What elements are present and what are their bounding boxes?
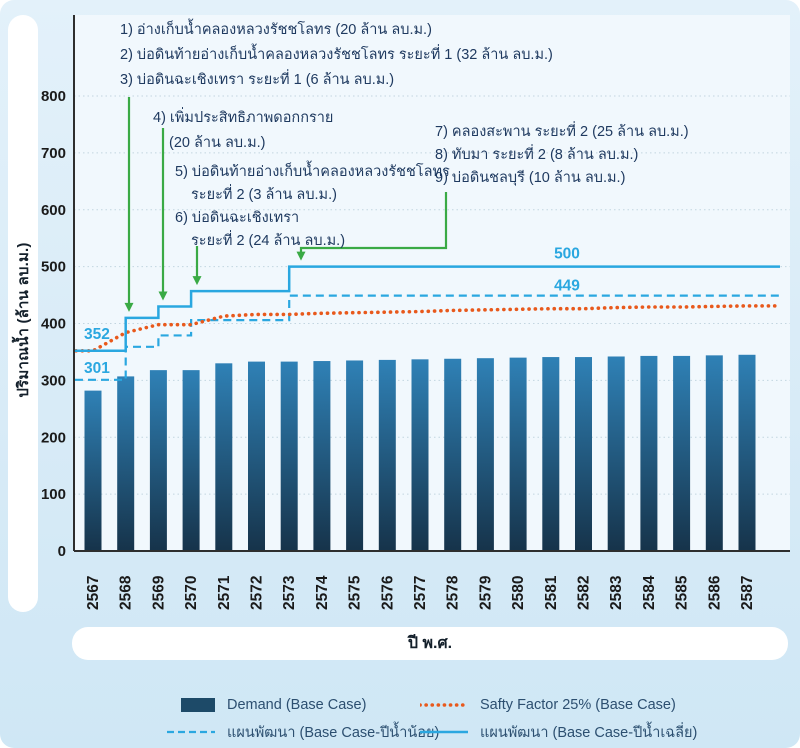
plan-dry-line <box>75 294 780 381</box>
arrow-head-icon <box>296 251 306 261</box>
value-label: 352 <box>84 326 110 343</box>
legend: Demand (Base Case) Safty Factor 25% (Base… <box>0 685 800 745</box>
x-tick-label: 2573 <box>281 575 298 610</box>
x-tick-label: 2570 <box>183 576 200 610</box>
x-tick-label: 2584 <box>641 575 658 610</box>
safety-factor-line <box>74 304 780 353</box>
y-tick-label: 200 <box>41 429 66 446</box>
demand-bar <box>738 354 756 551</box>
demand-bar <box>182 370 200 551</box>
legend-swatch-bar-icon <box>165 698 215 712</box>
plan-avg-line <box>75 265 780 353</box>
demand-bar <box>84 390 102 551</box>
y-tick-label: 500 <box>41 259 66 276</box>
y-axis-pill <box>8 15 38 612</box>
demand-bar <box>117 376 135 551</box>
demand-bar <box>215 363 233 551</box>
x-tick-label: 2581 <box>543 575 560 610</box>
legend-label: แผนพัฒนา (Base Case-ปีน้ำน้อย) <box>227 724 440 741</box>
demand-bar <box>444 358 462 551</box>
legend-label: Safty Factor 25% (Base Case) <box>480 697 676 713</box>
demand-bar <box>607 356 625 551</box>
value-label: 301 <box>84 360 110 377</box>
y-tick-label: 100 <box>41 486 66 503</box>
y-tick-label: 400 <box>41 316 66 333</box>
demand-bar <box>280 361 298 551</box>
y-tick-label: 700 <box>41 145 66 162</box>
demand-bar <box>411 359 429 551</box>
y-tick-label: 600 <box>41 202 66 219</box>
x-tick-label: 2578 <box>445 575 462 610</box>
legend-swatch-dotted-icon <box>418 695 468 715</box>
demand-bar <box>313 361 331 551</box>
x-tick-label: 2582 <box>576 576 593 610</box>
legend-label: Demand (Base Case) <box>227 697 367 713</box>
y-tick-label: 800 <box>41 88 66 105</box>
x-axis-pill: ปี พ.ศ. <box>72 627 788 660</box>
legend-item: แผนพัฒนา (Base Case-ปีน้ำน้อย) <box>165 722 439 742</box>
y-tick-label: 300 <box>41 372 66 389</box>
arrow-head-icon <box>158 291 168 301</box>
x-tick-label: 2586 <box>706 575 723 610</box>
legend-label: แผนพัฒนา (Base Case-ปีน้ำเฉลี่ย) <box>480 724 698 741</box>
x-tick-label: 2568 <box>118 575 135 610</box>
legend-item: Demand (Base Case) <box>165 695 366 715</box>
legend-swatch-solid-icon <box>418 722 468 742</box>
x-tick-label: 2571 <box>216 575 233 610</box>
x-tick-label: 2583 <box>608 575 625 610</box>
demand-bar <box>509 357 527 551</box>
legend-item: แผนพัฒนา (Base Case-ปีน้ำเฉลี่ย) <box>418 722 697 742</box>
demand-bar <box>673 355 691 551</box>
demand-bar <box>542 357 560 551</box>
x-tick-label: 2575 <box>347 575 364 610</box>
value-label: 449 <box>554 278 580 295</box>
arrow-head-icon <box>192 276 202 286</box>
demand-bar <box>640 355 658 551</box>
legend-item: Safty Factor 25% (Base Case) <box>418 695 676 715</box>
x-tick-label: 2585 <box>674 575 691 610</box>
x-tick-label: 2572 <box>249 576 266 610</box>
demand-bar <box>346 360 364 551</box>
demand-bar <box>149 370 167 551</box>
arrow-head-icon <box>124 302 134 312</box>
demand-bar <box>705 355 723 551</box>
demand-bar <box>378 359 396 551</box>
x-axis-title: ปี พ.ศ. <box>407 635 453 652</box>
x-tick-label: 2587 <box>739 576 756 610</box>
x-tick-label: 2567 <box>85 576 102 610</box>
demand-bar <box>248 361 265 551</box>
x-tick-label: 2579 <box>477 575 494 610</box>
x-tick-label: 2574 <box>314 575 331 610</box>
y-tick-label: 0 <box>58 543 66 560</box>
annotation-connector <box>299 192 448 253</box>
demand-bar <box>476 358 494 551</box>
x-tick-label: 2577 <box>412 576 429 610</box>
legend-swatch-dashed-icon <box>165 722 215 742</box>
x-tick-label: 2569 <box>150 575 167 610</box>
value-label: 500 <box>554 246 580 263</box>
demand-bar <box>575 357 592 551</box>
x-tick-label: 2576 <box>379 575 396 610</box>
x-tick-label: 2580 <box>510 576 527 610</box>
